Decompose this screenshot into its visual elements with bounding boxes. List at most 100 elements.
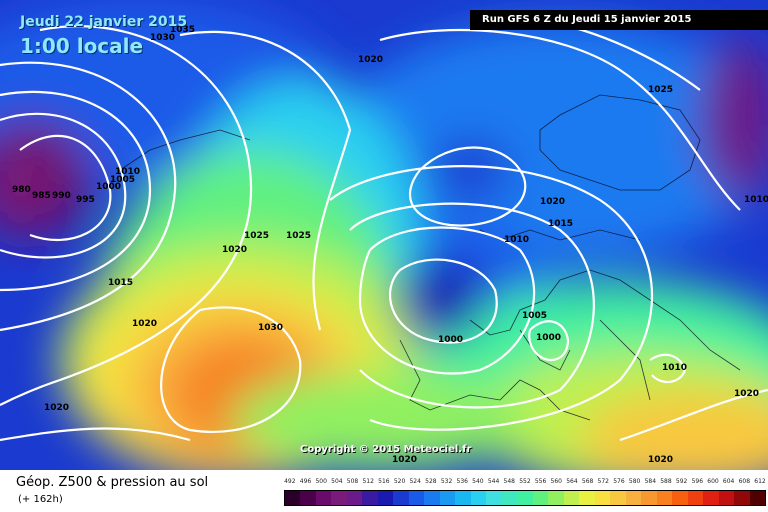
isobar-label: 1030 bbox=[150, 33, 175, 43]
isobar-label: 1020 bbox=[358, 55, 383, 65]
legend-swatch bbox=[672, 491, 688, 505]
legend-swatch bbox=[594, 491, 611, 505]
forecast-time: 1:00 locale bbox=[20, 34, 144, 58]
legend-swatch bbox=[362, 491, 378, 505]
legend-swatch bbox=[455, 491, 471, 505]
legend-swatch bbox=[610, 491, 626, 505]
legend-swatch bbox=[625, 491, 642, 505]
legend-swatch bbox=[734, 491, 750, 505]
legend-swatch bbox=[749, 491, 766, 505]
isobar-label: 1020 bbox=[44, 403, 69, 413]
legend-value: 496 bbox=[299, 478, 312, 485]
legend-swatch bbox=[486, 491, 502, 505]
isobar-label: 1005 bbox=[110, 175, 135, 185]
isobar-label: 1005 bbox=[522, 311, 547, 321]
legend-swatch bbox=[346, 491, 363, 505]
isobar-label: 985 bbox=[32, 191, 51, 201]
legend-value: 564 bbox=[566, 478, 578, 485]
weather-map: 1030 1035 1020 1025 1010 1005 1000 995 9… bbox=[0, 0, 768, 470]
isobar-label: 1015 bbox=[548, 219, 573, 229]
legend-swatch bbox=[656, 491, 673, 505]
isobar-label: 1015 bbox=[108, 278, 133, 288]
legend-value: 536 bbox=[456, 478, 468, 485]
legend-swatch bbox=[718, 491, 735, 505]
variable-title: Géop. Z500 & pression au sol bbox=[16, 475, 209, 490]
isobar-label: 1020 bbox=[734, 389, 759, 399]
legend-value: 588 bbox=[660, 478, 672, 485]
legend-swatch bbox=[641, 491, 657, 505]
legend-value: 504 bbox=[331, 478, 343, 485]
legend-value: 540 bbox=[472, 478, 484, 485]
legend-value: 608 bbox=[738, 478, 751, 485]
legend-swatch bbox=[548, 491, 564, 505]
legend-value: 556 bbox=[534, 478, 547, 485]
isobar-label: 1010 bbox=[744, 195, 768, 205]
isobar-label: 1020 bbox=[222, 245, 247, 255]
legend-swatch bbox=[331, 491, 347, 505]
legend-value: 548 bbox=[503, 478, 515, 485]
isobar-label: 1035 bbox=[170, 25, 195, 35]
isobar-label: 990 bbox=[52, 191, 71, 201]
legend-swatch bbox=[563, 491, 580, 505]
isobar-label: 1010 bbox=[662, 363, 687, 373]
legend-value: 508 bbox=[346, 478, 359, 485]
forecast-step: (+ 162h) bbox=[18, 494, 63, 505]
legend-swatch bbox=[703, 491, 719, 505]
legend-swatch bbox=[517, 491, 533, 505]
model-run-info: Run GFS 6 Z du Jeudi 15 janvier 2015 bbox=[470, 10, 768, 30]
legend-value: 560 bbox=[550, 478, 562, 485]
legend-value: 580 bbox=[628, 478, 641, 485]
isobar-label: 1000 bbox=[438, 335, 463, 345]
legend-value: 492 bbox=[284, 478, 296, 485]
isobar-label: 1020 bbox=[648, 455, 673, 465]
isobar-label: 1020 bbox=[392, 455, 417, 465]
legend-swatch bbox=[579, 491, 595, 505]
legend-value: 568 bbox=[581, 478, 594, 485]
legend-swatch bbox=[408, 491, 425, 505]
legend-value: 576 bbox=[613, 478, 625, 485]
isobar-label: 1020 bbox=[540, 197, 565, 207]
legend-value: 552 bbox=[519, 478, 531, 485]
isobar-label: 1000 bbox=[536, 333, 561, 343]
legend-swatch bbox=[315, 491, 332, 505]
legend-value: 532 bbox=[440, 478, 453, 485]
isobar-label: 1010 bbox=[115, 167, 140, 177]
isobar-label: 1030 bbox=[258, 323, 283, 333]
isobar-label: 1010 bbox=[504, 235, 529, 245]
legend-swatch bbox=[501, 491, 518, 505]
legend-swatch bbox=[470, 491, 487, 505]
legend-value: 592 bbox=[675, 478, 688, 485]
legend-swatch bbox=[300, 491, 316, 505]
legend-swatch bbox=[393, 491, 409, 505]
isobar-label: 995 bbox=[76, 195, 95, 205]
color-scale-labels: 492 496 500 504 508 512 516 520 524 528 532 536 540 5… bbox=[282, 478, 768, 490]
legend-swatch bbox=[687, 491, 704, 505]
legend-swatch bbox=[439, 491, 456, 505]
isobar-label: 1025 bbox=[286, 231, 311, 241]
legend-value: 500 bbox=[315, 478, 327, 485]
legend-swatch bbox=[532, 491, 549, 505]
forecast-date: Jeudi 22 janvier 2015 bbox=[20, 14, 188, 30]
legend-value: 600 bbox=[707, 478, 719, 485]
legend-value: 544 bbox=[487, 478, 500, 485]
isobar-label: 1025 bbox=[648, 85, 673, 95]
copyright-notice: Copyright © 2015 Meteociel.fr bbox=[300, 444, 472, 455]
legend-value: 596 bbox=[691, 478, 704, 485]
legend-value: 520 bbox=[393, 478, 406, 485]
legend-value: 604 bbox=[722, 478, 735, 485]
legend-value: 584 bbox=[644, 478, 657, 485]
legend-swatch bbox=[285, 491, 301, 505]
legend-value: 524 bbox=[409, 478, 421, 485]
legend-swatch bbox=[424, 491, 440, 505]
legend-swatch bbox=[377, 491, 394, 505]
legend-value: 516 bbox=[378, 478, 390, 485]
isobar-label: 1000 bbox=[96, 182, 121, 192]
legend-value: 512 bbox=[362, 478, 374, 485]
isobar-label: 980 bbox=[12, 185, 31, 195]
isobar-label: 1020 bbox=[132, 319, 157, 329]
legend-value: 612 bbox=[754, 478, 766, 485]
color-scale-bar bbox=[284, 490, 766, 506]
isobar-label: 1025 bbox=[244, 231, 269, 241]
legend-value: 528 bbox=[425, 478, 437, 485]
legend-value: 572 bbox=[597, 478, 609, 485]
